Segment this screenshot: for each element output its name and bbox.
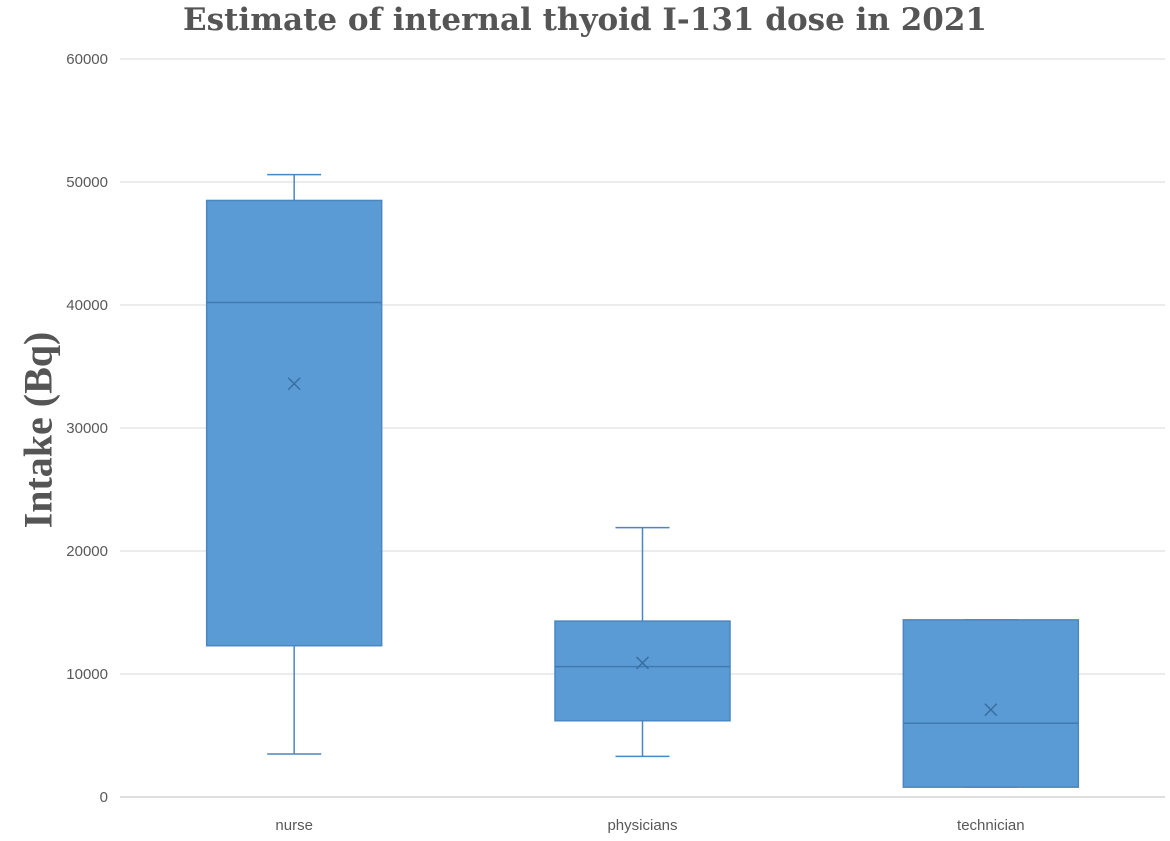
y-tick-label: 10000: [66, 666, 108, 683]
box-technician: [902, 619, 1080, 788]
mean-marker: [984, 703, 998, 717]
mean-marker: [635, 656, 650, 670]
x-tick-label: physicians: [607, 817, 677, 834]
y-tick-label: 30000: [66, 420, 108, 437]
y-tick-label: 0: [100, 789, 108, 806]
chart-title: Estimate of internal thyoid I-131 dose i…: [183, 2, 987, 38]
x-tick-label: nurse: [275, 817, 313, 834]
y-tick-label: 40000: [66, 297, 108, 314]
y-tick-label: 50000: [66, 174, 108, 191]
box-physicians: [554, 620, 731, 722]
mean-marker: [287, 377, 301, 391]
y-tick-label: 20000: [66, 543, 108, 560]
y-tick-label: 60000: [66, 51, 108, 68]
box-nurse: [205, 199, 383, 647]
x-tick-label: technician: [957, 817, 1025, 834]
